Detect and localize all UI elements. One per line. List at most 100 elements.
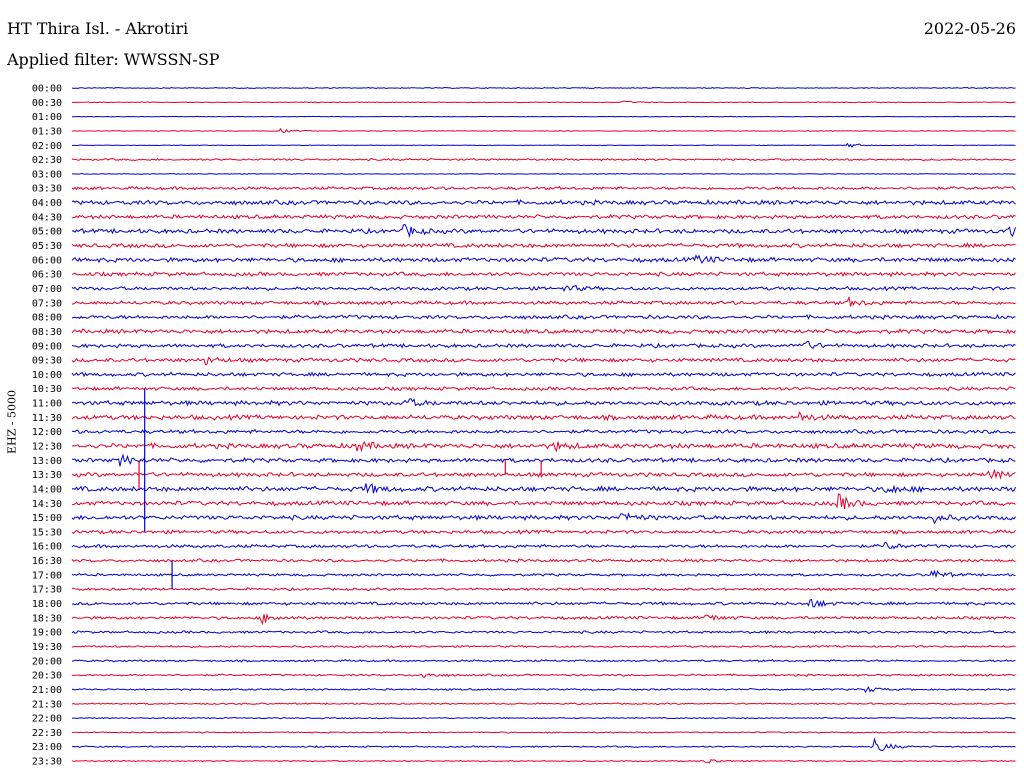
trace-1730 <box>71 587 1016 592</box>
event-spikes <box>138 388 542 590</box>
time-label-2030: 20:30 <box>32 671 62 682</box>
time-label-0000: 00:00 <box>32 84 62 95</box>
time-label-1200: 12:00 <box>32 427 62 438</box>
trace-1600 <box>71 541 1016 550</box>
trace-0630 <box>71 271 1016 278</box>
date-label: 2022-05-26 <box>923 19 1016 38</box>
trace-0430 <box>71 213 1016 220</box>
trace-1230 <box>71 441 1016 453</box>
trace-0000 <box>71 86 1016 90</box>
time-label-2330: 23:30 <box>32 757 62 768</box>
time-label-1100: 11:00 <box>32 399 62 410</box>
time-label-1830: 18:30 <box>32 613 62 624</box>
trace-1000 <box>71 371 1016 378</box>
trace-1700 <box>71 569 1016 578</box>
time-label-1700: 17:00 <box>32 570 62 581</box>
time-label-0530: 05:30 <box>32 241 62 252</box>
time-tick-labels: 00:00 00:30 01:00 01:30 02:00 02:30 03:00 03:30… <box>32 84 62 768</box>
time-label-2200: 22:00 <box>32 714 62 725</box>
time-label-0700: 07:00 <box>32 284 62 295</box>
time-label-2100: 21:00 <box>32 685 62 696</box>
trace-0800 <box>71 313 1016 320</box>
time-label-0130: 01:30 <box>32 126 62 137</box>
time-label-1900: 19:00 <box>32 628 62 639</box>
trace-1200 <box>71 428 1016 435</box>
trace-1930 <box>71 644 1016 649</box>
trace-0900 <box>71 340 1016 350</box>
time-label-1930: 19:30 <box>32 642 62 653</box>
time-label-0800: 08:00 <box>32 313 62 324</box>
trace-1130 <box>71 411 1016 422</box>
time-label-1430: 14:30 <box>32 499 62 510</box>
time-label-1030: 10:30 <box>32 384 62 395</box>
time-label-1300: 13:00 <box>32 456 62 467</box>
time-label-2000: 20:00 <box>32 656 62 667</box>
time-label-0230: 02:30 <box>32 155 62 166</box>
time-label-1130: 11:30 <box>32 413 62 424</box>
trace-0030 <box>71 100 1016 104</box>
trace-0530 <box>71 242 1016 249</box>
trace-0830 <box>71 328 1016 335</box>
time-label-0300: 03:00 <box>32 169 62 180</box>
time-label-0200: 02:00 <box>32 141 62 152</box>
trace-0600 <box>71 254 1016 264</box>
time-label-1230: 12:30 <box>32 442 62 453</box>
time-label-0730: 07:30 <box>32 298 62 309</box>
trace-2100 <box>71 686 1016 694</box>
trace-2030 <box>71 673 1016 679</box>
trace-1400 <box>71 483 1016 494</box>
time-label-2130: 21:30 <box>32 699 62 710</box>
time-label-0430: 04:30 <box>32 212 62 223</box>
trace-0400 <box>71 198 1016 206</box>
trace-1300 <box>71 453 1016 467</box>
trace-1430 <box>71 493 1016 510</box>
trace-0930 <box>71 356 1016 366</box>
trace-0230 <box>71 157 1016 162</box>
time-label-0330: 03:30 <box>32 184 62 195</box>
trace-1530 <box>71 529 1016 535</box>
trace-0130 <box>71 127 1016 133</box>
trace-1800 <box>71 598 1016 608</box>
trace-1500 <box>71 512 1016 525</box>
time-label-0630: 06:30 <box>32 270 62 281</box>
time-label-0900: 09:00 <box>32 341 62 352</box>
time-label-0400: 04:00 <box>32 198 62 209</box>
time-label-1000: 10:00 <box>32 370 62 381</box>
time-label-1400: 14:00 <box>32 484 62 495</box>
trace-1830 <box>71 613 1016 626</box>
time-label-2300: 23:00 <box>32 742 62 753</box>
time-label-1500: 15:00 <box>32 513 62 524</box>
trace-0200 <box>71 142 1016 148</box>
trace-1330 <box>71 468 1016 480</box>
trace-0100 <box>72 115 1016 118</box>
time-label-1630: 16:30 <box>32 556 62 567</box>
station-title: HT Thira Isl. - Akrotiri <box>7 19 189 38</box>
time-label-0930: 09:30 <box>32 356 62 367</box>
time-label-0500: 05:00 <box>32 227 62 238</box>
time-label-1600: 16:00 <box>32 542 62 553</box>
trace-0300 <box>71 173 1016 175</box>
trace-0330 <box>71 185 1016 191</box>
trace-0730 <box>71 296 1016 307</box>
trace-1630 <box>71 558 1016 563</box>
time-label-1730: 17:30 <box>32 585 62 596</box>
time-label-2230: 22:30 <box>32 728 62 739</box>
time-label-0600: 06:00 <box>32 255 62 266</box>
trace-0700 <box>71 284 1016 293</box>
trace-2200 <box>71 716 1016 720</box>
time-label-0030: 00:30 <box>32 98 62 109</box>
trace-0500 <box>71 223 1016 239</box>
trace-2130 <box>71 702 1016 706</box>
trace-1030 <box>71 386 1016 392</box>
time-label-0830: 08:30 <box>32 327 62 338</box>
seismic-traces <box>71 86 1016 764</box>
trace-2300 <box>71 737 1016 751</box>
time-label-1330: 13:30 <box>32 470 62 481</box>
trace-1100 <box>71 398 1016 407</box>
trace-1900 <box>71 630 1016 635</box>
trace-2000 <box>72 659 1016 663</box>
trace-2230 <box>71 731 1016 734</box>
time-label-1530: 15:30 <box>32 527 62 538</box>
filter-label: Applied filter: WWSSN-SP <box>7 50 220 69</box>
